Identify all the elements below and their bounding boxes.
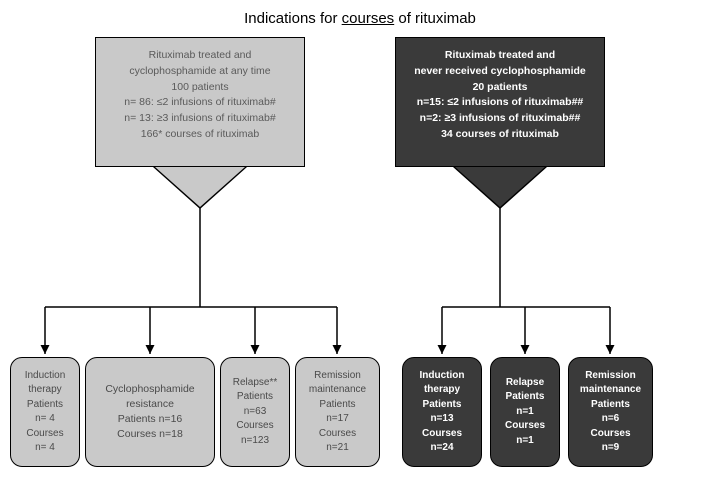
text-line: n= 86: ≤2 infusions of rituximab# — [108, 95, 292, 111]
right-group-header: Rituximab treated and never received cyc… — [395, 37, 605, 167]
text-line: Courses — [319, 427, 356, 442]
title-suffix: of rituximab — [394, 10, 476, 27]
leaf-relapse-left: Relapse** Patients n=63 Courses n=123 — [220, 357, 290, 467]
text-line: n=6 — [602, 412, 620, 427]
text-line: Induction — [25, 369, 66, 384]
chart-title: Indications for courses of rituximab — [0, 0, 720, 27]
leaf-relapse-right: Relapse Patients n=1 Courses n=1 — [490, 357, 560, 467]
text-line: resistance — [126, 397, 174, 412]
text-line: cyclophosphamide at any time — [108, 64, 292, 80]
text-line: therapy — [28, 383, 61, 398]
text-line: Induction — [420, 369, 465, 384]
leaf-remission-right: Remission maintenance Patients n=6 Cours… — [568, 357, 653, 467]
left-group-header: Rituximab treated and cyclophosphamide a… — [95, 37, 305, 167]
text-line: therapy — [424, 383, 460, 398]
arrow-down-icon — [155, 167, 245, 207]
text-line: Relapse — [506, 376, 544, 391]
arrow-down-icon — [455, 167, 545, 207]
text-line: Patients — [319, 398, 355, 413]
text-line: Patients — [423, 398, 462, 413]
text-line: n=24 — [430, 441, 453, 456]
title-underline: courses — [342, 10, 395, 27]
text-line: n=9 — [602, 441, 620, 456]
text-line: Relapse** — [233, 376, 277, 391]
text-line: 20 patients — [408, 80, 592, 96]
leaf-cyclo-resistance: Cyclophosphamide resistance Patients n=1… — [85, 357, 215, 467]
text-line: Patients — [27, 398, 63, 413]
text-line: 166* courses of rituximab — [108, 127, 292, 143]
text-line: n=63 — [244, 405, 267, 420]
leaf-induction-left: Induction therapy Patients n= 4 Courses … — [10, 357, 80, 467]
text-line: n=1 — [516, 405, 534, 420]
text-line: Rituximab treated and — [108, 48, 292, 64]
text-line: n= 13: ≥3 infusions of rituximab# — [108, 111, 292, 127]
text-line: n=17 — [326, 412, 349, 427]
text-line: Patients — [506, 390, 545, 405]
text-line: n=1 — [516, 434, 534, 449]
text-line: n= 4 — [35, 412, 55, 427]
text-line: Patients — [237, 390, 273, 405]
leaf-induction-right: Induction therapy Patients n=13 Courses … — [402, 357, 482, 467]
text-line: Courses — [236, 419, 273, 434]
text-line: Remission — [585, 369, 636, 384]
text-line: Courses n=18 — [117, 427, 183, 442]
text-line: n=15: ≤2 infusions of rituximab## — [408, 95, 592, 111]
text-line: Courses — [590, 427, 630, 442]
flowchart-container: Rituximab treated and cyclophosphamide a… — [0, 27, 720, 487]
text-line: n=123 — [241, 434, 269, 449]
text-line: Patients — [591, 398, 630, 413]
text-line: n= 4 — [35, 441, 55, 456]
text-line: Courses — [505, 419, 545, 434]
text-line: n=21 — [326, 441, 349, 456]
text-line: never received cyclophosphamide — [408, 64, 592, 80]
text-line: Rituximab treated and — [408, 48, 592, 64]
text-line: Courses — [422, 427, 462, 442]
text-line: Courses — [26, 427, 63, 442]
title-prefix: Indications for — [244, 10, 342, 27]
leaf-remission-left: Remission maintenance Patients n=17 Cour… — [295, 357, 380, 467]
text-line: n=2: ≥3 infusions of rituximab## — [408, 111, 592, 127]
text-line: Remission — [314, 369, 361, 384]
text-line: Cyclophosphamide — [105, 382, 194, 397]
text-line: n=13 — [430, 412, 453, 427]
text-line: maintenance — [580, 383, 641, 398]
text-line: 34 courses of rituximab — [408, 127, 592, 143]
text-line: 100 patients — [108, 80, 292, 96]
text-line: maintenance — [309, 383, 366, 398]
text-line: Patients n=16 — [118, 412, 183, 427]
